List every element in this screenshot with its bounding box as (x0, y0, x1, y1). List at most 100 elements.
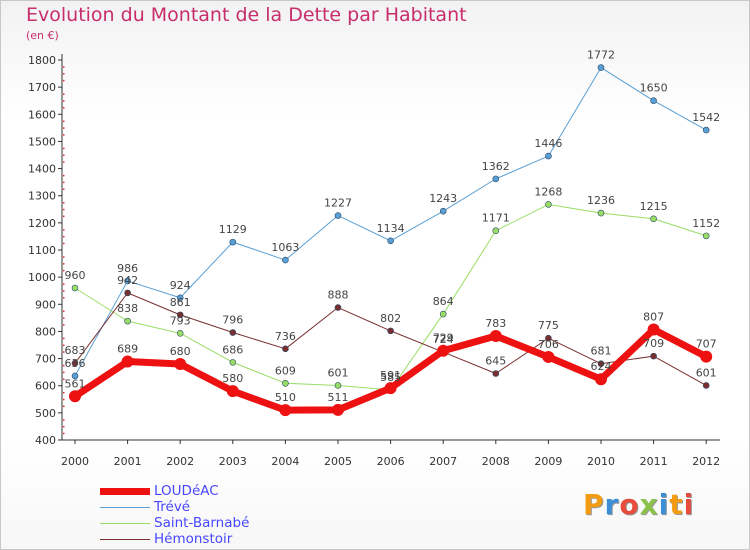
data-point (384, 382, 397, 395)
logo-letter: o (619, 488, 640, 521)
data-label: 706 (538, 338, 559, 351)
y-minor-tick (63, 317, 65, 319)
data-point (174, 358, 187, 370)
data-point (69, 390, 81, 403)
y-minor-tick (63, 419, 65, 421)
y-minor-tick (63, 66, 65, 68)
data-label: 1236 (587, 194, 615, 207)
data-label: 793 (170, 314, 191, 327)
data-label: 1243 (429, 192, 457, 205)
y-minor-tick (63, 242, 65, 245)
y-minor-tick (63, 337, 65, 340)
data-point (702, 126, 710, 134)
y-tick-label: 500 (35, 407, 56, 420)
data-label: 960 (65, 269, 86, 282)
data-point (545, 334, 552, 342)
data-point (702, 382, 710, 389)
legend-swatch-treve (100, 507, 150, 508)
data-point (334, 212, 342, 219)
y-minor-tick (63, 235, 65, 238)
data-label: 838 (117, 302, 138, 315)
data-point (71, 284, 79, 292)
data-label: 1227 (324, 197, 352, 210)
data-point (545, 201, 552, 208)
y-minor-tick (63, 378, 65, 380)
data-label: 807 (643, 311, 664, 324)
data-label: 1772 (587, 49, 615, 62)
data-point (226, 385, 239, 398)
data-point (124, 317, 131, 325)
y-minor-tick (63, 100, 65, 102)
data-label: 707 (696, 338, 717, 351)
x-tick-label: 2005 (324, 455, 352, 468)
data-label: 645 (485, 355, 506, 368)
data-point (647, 323, 660, 336)
data-label: 986 (117, 262, 138, 275)
y-tick-label: 1200 (28, 217, 56, 230)
data-label: 1152 (692, 217, 720, 230)
legend-swatch-saint-barnabe (100, 523, 150, 524)
data-point (437, 344, 450, 357)
y-minor-tick (63, 202, 65, 204)
data-label: 1129 (219, 223, 247, 236)
y-minor-tick (63, 147, 65, 150)
x-tick-label: 2004 (271, 455, 299, 468)
data-label: 511 (328, 391, 349, 404)
data-point (650, 352, 657, 360)
data-label: 689 (117, 343, 138, 356)
data-label: 686 (222, 343, 243, 356)
data-point (176, 330, 184, 337)
data-label: 1268 (534, 185, 562, 198)
data-label: 624 (591, 360, 612, 373)
data-label: 724 (433, 333, 454, 346)
data-label: 924 (170, 279, 191, 292)
data-point (279, 404, 292, 417)
data-point (229, 238, 237, 246)
y-tick-label: 1400 (28, 163, 56, 176)
data-label: 736 (275, 330, 296, 343)
x-tick-label: 2010 (587, 455, 615, 468)
data-label: 561 (65, 377, 86, 390)
data-point (650, 215, 657, 223)
data-point (597, 360, 605, 368)
data-label: 729 (433, 332, 454, 345)
y-minor-tick (63, 344, 65, 346)
x-tick-label: 2001 (114, 455, 142, 468)
y-minor-tick (63, 256, 65, 258)
y-minor-tick (63, 134, 65, 136)
y-minor-tick (63, 351, 65, 353)
data-point (387, 327, 394, 335)
data-label: 585 (380, 371, 401, 384)
x-tick-label: 2009 (534, 455, 562, 468)
data-point (387, 237, 394, 245)
y-tick-label: 1000 (28, 271, 56, 284)
data-label: 1134 (377, 222, 405, 235)
data-label: 1171 (482, 212, 510, 225)
y-minor-tick (63, 269, 65, 272)
y-tick-label: 1300 (28, 190, 56, 203)
data-label: 609 (275, 364, 296, 377)
y-minor-tick (63, 371, 65, 374)
y-minor-tick (63, 425, 65, 428)
data-label: 1446 (534, 137, 562, 150)
chart-title: Evolution du Montant de la Dette par Hab… (26, 4, 467, 26)
data-point (334, 382, 342, 389)
y-minor-tick (63, 310, 65, 313)
data-point (492, 175, 500, 183)
logo-letter: t (669, 488, 684, 521)
y-minor-tick (63, 215, 65, 218)
y-minor-tick (63, 181, 65, 184)
data-point (71, 372, 79, 380)
y-minor-tick (63, 392, 65, 394)
logo-letter: i (658, 488, 670, 521)
y-tick-label: 700 (35, 353, 56, 366)
data-label: 1650 (640, 82, 668, 95)
y-tick-label: 1800 (28, 54, 56, 67)
legend-label-loudeac: LOUDéAC (154, 483, 219, 499)
data-point (439, 310, 447, 318)
y-minor-tick (63, 154, 65, 156)
y-minor-tick (63, 324, 65, 326)
y-minor-tick (63, 93, 65, 95)
y-minor-tick (63, 290, 65, 292)
y-minor-tick (63, 263, 65, 265)
